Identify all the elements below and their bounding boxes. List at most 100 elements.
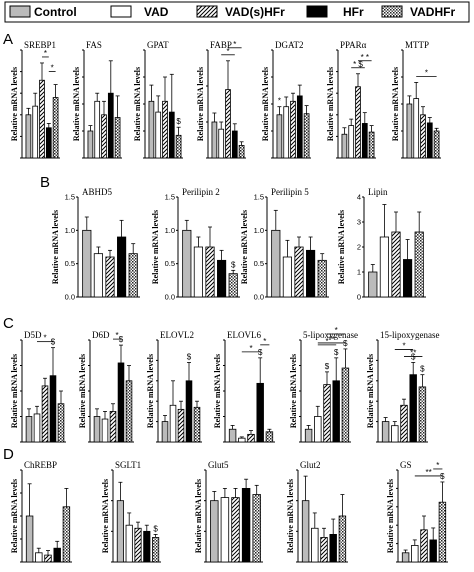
- panel-letter-a: A: [3, 31, 13, 48]
- bar-vad: [193, 246, 203, 298]
- bar-control: [25, 114, 32, 159]
- legend-label-control: Control: [34, 5, 77, 19]
- bar-vad: [125, 524, 133, 563]
- bar-vadshfr: [355, 86, 361, 159]
- chart-title: 5-lipoxygenase: [303, 330, 358, 340]
- y-axis-title: Relative mRNA levels: [337, 210, 346, 284]
- bar-vadshfr: [231, 497, 240, 563]
- significance-mark: *: [402, 341, 405, 350]
- bar-vadshfr: [400, 404, 408, 443]
- bar-hfr: [426, 122, 433, 159]
- significance-mark: $: [334, 348, 339, 357]
- bar-control: [228, 428, 237, 443]
- significance-mark: * *: [361, 53, 369, 62]
- bar-vad: [35, 552, 43, 563]
- chart-title: Perilipin 2: [182, 187, 220, 197]
- chart-glut2: Relative mRNA levels Glut2: [286, 460, 348, 563]
- bar-vad: [101, 418, 109, 443]
- y-tick-label: 1.5: [165, 193, 175, 202]
- bar-control: [401, 552, 410, 563]
- y-axis-title: Relative mRNA levels: [261, 67, 270, 141]
- chart-title: DGAT2: [275, 40, 304, 50]
- y-axis-title: Relative mRNA levels: [51, 210, 60, 284]
- bar-hfr: [296, 95, 303, 159]
- bar-hfr: [185, 380, 193, 443]
- bar-vadshfr: [391, 231, 401, 298]
- bar-vadhfr: [238, 144, 245, 159]
- chart-title: SREBP1: [24, 40, 56, 50]
- bar-hfr: [49, 375, 57, 443]
- y-tick-label: 0.5: [254, 259, 264, 268]
- bar-hfr: [361, 123, 368, 159]
- bar-control: [301, 500, 310, 563]
- bar-vad: [169, 404, 177, 443]
- bar-control: [276, 114, 283, 159]
- significance-mark: $: [51, 338, 56, 347]
- bar-hfr: [217, 259, 227, 298]
- legend-item-control: Control: [9, 5, 77, 19]
- y-axis-title: Relative mRNA levels: [72, 67, 81, 141]
- chart-perilipin-2: 0.0 0.5 1.0 1.5 Relative mRNA levels Perilipi…: [151, 187, 240, 302]
- y-axis-title: Relative mRNA levels: [194, 479, 203, 553]
- bar-hfr: [332, 380, 340, 443]
- y-tick-label: 0.0: [165, 293, 175, 302]
- bar-control: [182, 229, 192, 298]
- bar-vadhfr: [341, 367, 350, 443]
- bar-vadhfr: [152, 537, 160, 563]
- y-axis-title: Relative mRNA levels: [213, 354, 222, 428]
- bar-control: [25, 515, 34, 563]
- bar-vad: [32, 105, 39, 159]
- legend-label-vadshfr: VAD(s)HFr: [225, 5, 285, 19]
- chart-title: ELOVL6: [227, 330, 261, 340]
- chart-title: SGLT1: [115, 460, 141, 470]
- legend-swatch-hfr: [306, 5, 328, 18]
- bar-control: [148, 100, 155, 159]
- bar-vadshfr: [247, 433, 255, 443]
- bar-control: [116, 500, 124, 563]
- chart-title: FABP: [210, 40, 232, 50]
- chart-lipin: 0 1 2 3 4 Relative mRNA levels Lipin: [337, 187, 426, 302]
- significance-mark: *: [335, 326, 338, 335]
- significance-mark: *: [43, 334, 46, 343]
- y-axis-title: Relative mRNA levels: [10, 354, 19, 428]
- y-tick-label: 1.0: [165, 226, 175, 235]
- y-axis-title: Relative mRNA levels: [386, 479, 395, 553]
- significance-mark: $: [231, 260, 236, 269]
- chart-title: Perilipin 5: [271, 187, 309, 197]
- y-axis-title: Relative mRNA levels: [151, 210, 160, 284]
- y-axis-title: Relative mRNA levels: [101, 479, 110, 553]
- legend-item-vadhfr: VADHFr: [381, 5, 455, 19]
- bar-control: [93, 416, 101, 443]
- chart-title: PPARα: [340, 40, 367, 50]
- chart-abhd5: 0.0 0.5 1.0 1.5 Relative mRNA levels ABHD5: [51, 187, 140, 302]
- significance-mark: *: [263, 337, 266, 346]
- chart-fas: Relative mRNA levels FAS: [72, 40, 122, 159]
- chart-title: Lipin: [368, 187, 388, 197]
- y-tick-label: 2: [357, 243, 361, 252]
- bar-control: [210, 500, 219, 563]
- bar-control: [381, 421, 390, 443]
- bar-control: [211, 121, 218, 159]
- chart-glut5: Relative mRNA levels Glut5: [194, 460, 263, 563]
- bar-vad: [93, 253, 103, 298]
- chart-title: GPAT: [147, 40, 169, 50]
- chart-d5d: Relative mRNA levels D5D * $: [10, 330, 66, 443]
- bar-vad: [348, 125, 355, 159]
- bar-hfr: [168, 111, 175, 159]
- bar-control: [87, 130, 94, 159]
- bar-vadhfr: [57, 403, 65, 443]
- chart-gpat: Relative mRNA levels GPAT $: [133, 40, 183, 159]
- bar-vadshfr: [39, 79, 45, 159]
- bar-vadhfr: [438, 501, 447, 563]
- y-tick-label: 0.0: [65, 293, 75, 302]
- significance-mark: $: [258, 348, 263, 357]
- bar-vadshfr: [323, 384, 331, 443]
- significance-mark: **: [410, 348, 416, 357]
- y-tick-label: 4: [357, 193, 361, 202]
- bar-hfr: [117, 362, 125, 443]
- bar-hfr: [117, 236, 127, 298]
